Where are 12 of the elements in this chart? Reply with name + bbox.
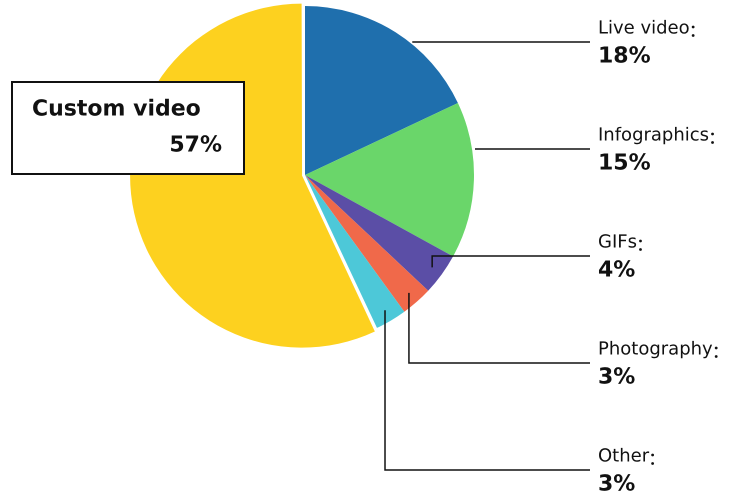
slice-label: Photography [598, 338, 714, 360]
data-label: 57% [169, 132, 222, 158]
slice-label: Infographics [598, 124, 710, 146]
slice-label: Custom video [32, 96, 201, 122]
slice-label: Live video [598, 18, 690, 39]
data-label: 18% [598, 44, 651, 69]
data-label: 15% [598, 150, 651, 176]
slice-label: Other [598, 446, 650, 467]
data-label: 3% [598, 364, 636, 390]
slice-label: GIFs [598, 232, 637, 253]
data-label: 3% [598, 472, 636, 491]
data-label: 4% [598, 258, 636, 283]
